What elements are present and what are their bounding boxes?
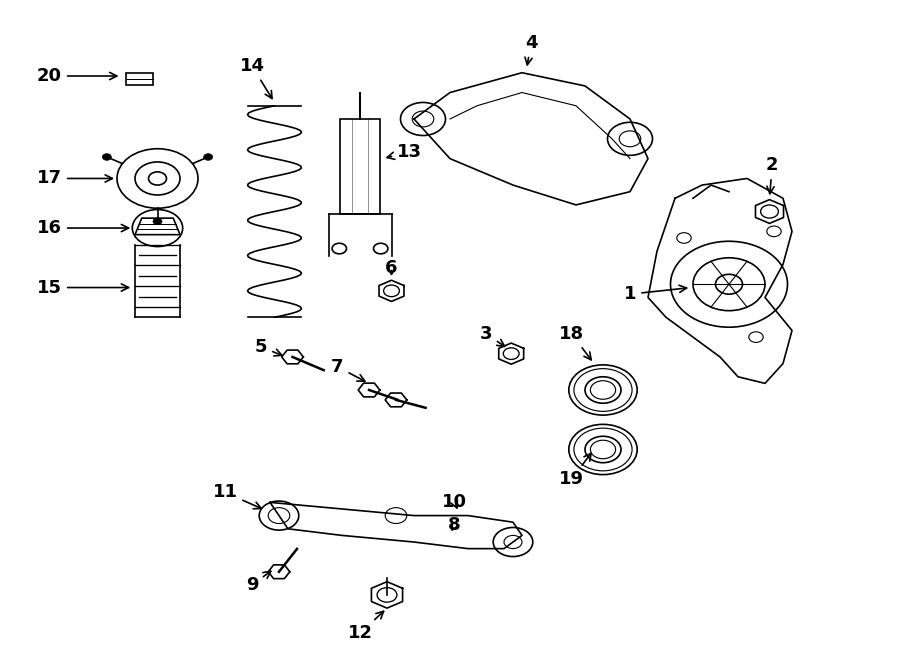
Text: 6: 6 bbox=[385, 258, 398, 277]
Text: 10: 10 bbox=[442, 493, 467, 512]
Text: 12: 12 bbox=[347, 611, 383, 642]
Text: 20: 20 bbox=[37, 67, 117, 85]
Text: 13: 13 bbox=[387, 143, 422, 161]
Text: 11: 11 bbox=[212, 483, 261, 509]
Text: 9: 9 bbox=[246, 571, 271, 594]
Text: 14: 14 bbox=[239, 57, 272, 98]
Text: 3: 3 bbox=[480, 325, 505, 346]
Text: 7: 7 bbox=[331, 358, 364, 381]
Text: 8: 8 bbox=[448, 516, 461, 535]
Text: 5: 5 bbox=[255, 338, 282, 356]
Text: 18: 18 bbox=[559, 325, 591, 360]
Circle shape bbox=[203, 154, 212, 161]
Text: 19: 19 bbox=[559, 453, 591, 488]
Circle shape bbox=[103, 154, 112, 161]
Text: 16: 16 bbox=[37, 219, 129, 237]
Text: 17: 17 bbox=[37, 169, 112, 188]
Text: 2: 2 bbox=[766, 156, 778, 194]
Text: 4: 4 bbox=[525, 34, 537, 65]
Text: 15: 15 bbox=[37, 278, 129, 297]
Text: 1: 1 bbox=[624, 285, 687, 303]
Circle shape bbox=[153, 218, 162, 225]
